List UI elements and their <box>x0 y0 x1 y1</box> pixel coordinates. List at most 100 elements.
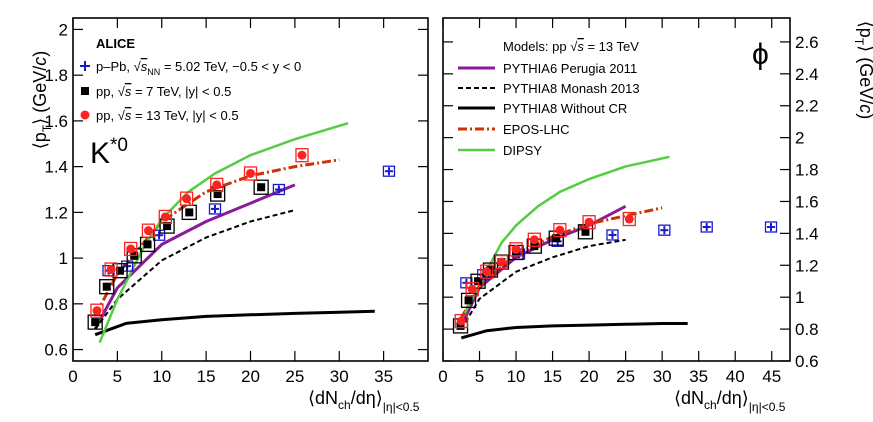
phi-label: ϕ <box>752 38 769 71</box>
pp13-point <box>246 168 255 178</box>
pp13-syst-box <box>509 242 523 257</box>
y-tick-label: 1.6 <box>44 112 68 131</box>
pp7-syst-box <box>253 179 269 195</box>
pp7-point <box>185 208 194 217</box>
kstar-panel: 0 5 10 15 20 25 30 35 0.6 0.8 1 1.2 1.4 1.6 1.8 2 <box>44 18 428 386</box>
pp13-point <box>160 212 170 222</box>
legend-entry-pythia6: PYTHIA6 Perugia 2011 <box>458 61 637 76</box>
ppb-syst-box <box>272 183 286 196</box>
pp7-syst-box <box>460 292 477 309</box>
x-tick-label: 0 <box>438 367 447 386</box>
legend-entry-pp13: pp, √s = 13 TeV, |y| < 0.5 <box>80 108 239 123</box>
phi-plot-frame <box>442 17 791 362</box>
pp13-syst-box <box>553 223 567 238</box>
pp7-point <box>163 222 172 231</box>
x-tick-label: 5 <box>475 367 484 386</box>
legend-label-monash: PYTHIA8 Monash 2013 <box>503 81 640 96</box>
y-tick-label: 1.4 <box>795 224 819 243</box>
alice-label: ALICE <box>96 36 135 51</box>
pp7-point <box>456 321 465 330</box>
pp7-point <box>116 266 125 275</box>
x-axis-title-right: ⟨dNch/dη⟩|η|<0.5 <box>674 388 786 414</box>
pp13-syst-box <box>104 262 118 277</box>
legend-entry-pp7: pp, √s = 7 TeV, |y| < 0.5 <box>81 84 231 99</box>
pp13-point <box>496 257 506 267</box>
y-tick-label: 1.8 <box>44 66 68 85</box>
x-tick-label: 45 <box>762 367 781 386</box>
x-tick-label: 5 <box>113 367 122 386</box>
pp13-point <box>467 284 477 294</box>
ppb-syst-box <box>152 229 166 241</box>
legend-label-pythia6: PYTHIA6 Perugia 2011 <box>503 61 637 76</box>
y-tick-label: 1.2 <box>44 203 68 222</box>
models-legend: Models: pp √s = 13 TeV PYTHIA6 Perugia 2… <box>458 39 640 158</box>
x-tick-label: 30 <box>653 367 672 386</box>
pp13-syst-box <box>124 241 138 257</box>
pp13-point <box>212 180 222 190</box>
x-tick-label: 10 <box>152 367 171 386</box>
pp7-point <box>257 183 266 192</box>
legend-label-pp13: pp, √s = 13 TeV, |y| < 0.5 <box>96 108 239 123</box>
legend-entry-nocr: PYTHIA8 Without CR <box>458 101 627 116</box>
ppb-syst-box <box>764 221 778 233</box>
x-tick-label: 15 <box>197 367 216 386</box>
pp13-syst-box <box>90 303 104 318</box>
pp7-syst-box <box>87 314 103 330</box>
model-curve-pythia8-without-cr <box>460 322 688 340</box>
pp7-point <box>552 234 561 243</box>
model-curve-dipsy <box>98 122 349 344</box>
x-tick-label: 20 <box>241 367 260 386</box>
pp13-point <box>297 150 307 160</box>
pp13-point <box>106 265 116 275</box>
phi-panel: 0 5 10 15 20 25 30 35 40 45 0.6 0.8 1 1.2 1.4 1.6 1.8 2 2.… <box>438 18 819 386</box>
y-tick-label: 0.6 <box>795 352 819 371</box>
data-legend: ALICE p–Pb, √sNN = 5.02 TeV, −0.5 < y < … <box>80 36 301 123</box>
y-tick-label: 2 <box>59 20 68 39</box>
legend-marker-ppb <box>80 61 90 71</box>
pp13-point <box>529 235 539 245</box>
pp13-syst-box <box>454 313 468 329</box>
pp13-point <box>482 267 492 277</box>
pp13-point <box>511 244 521 254</box>
pp7-syst-box <box>99 279 115 295</box>
model-curve-pythia6-perugia-2011 <box>93 183 296 330</box>
legend-label-dipsy: DIPSY <box>503 143 542 158</box>
x-tick-label: 25 <box>285 367 304 386</box>
pp13-syst-box <box>480 264 494 279</box>
ppb-syst-box <box>208 203 222 215</box>
model-curve-pythia8-monash-2013 <box>94 209 296 330</box>
pp13-point <box>555 225 565 235</box>
pp13-point <box>182 194 192 204</box>
pp13-syst-box <box>494 254 509 270</box>
pp13-point <box>143 226 153 236</box>
pp13-syst-box <box>243 166 258 181</box>
pp7-point <box>474 277 483 286</box>
x-tick-label: 35 <box>374 367 393 386</box>
legend-label-pp7: pp, √s = 7 TeV, |y| < 0.5 <box>96 84 231 99</box>
y-tick-label: 1.6 <box>795 192 819 211</box>
pp13-syst-box <box>179 191 194 206</box>
ppb-syst-box <box>382 165 396 177</box>
sqrt-sign: √ <box>118 108 126 123</box>
x-tick-label: 25 <box>616 367 635 386</box>
x-tick-label: 30 <box>330 367 349 386</box>
pp7-point <box>102 282 111 291</box>
y-tick-label: 1.4 <box>44 158 68 177</box>
pp7-point <box>464 296 473 305</box>
y-tick-label: 1 <box>59 249 68 268</box>
model-curve-pythia8-monash-2013 <box>460 238 626 330</box>
pp13-point <box>126 244 136 254</box>
y-tick-label: 2.4 <box>795 65 819 84</box>
pp13-syst-box <box>295 148 309 163</box>
legend-label-nocr: PYTHIA8 Without CR <box>503 101 627 116</box>
x-tick-label: 20 <box>580 367 599 386</box>
y-tick-label: 1.8 <box>795 161 819 180</box>
pp7-point <box>91 318 100 327</box>
legend-marker-pp13 <box>80 110 90 120</box>
model-curve-pythia8-without-cr <box>94 309 375 337</box>
pp13-point <box>456 316 466 326</box>
kstar-label: K*0 <box>90 135 128 170</box>
pp13-syst-box <box>141 223 156 238</box>
legend-entry-monash: PYTHIA8 Monash 2013 <box>458 81 640 96</box>
